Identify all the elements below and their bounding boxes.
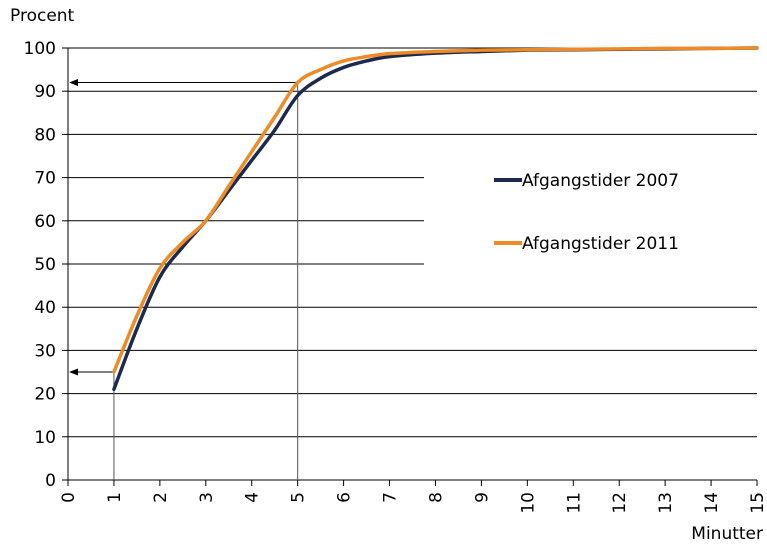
x-tick-label-13: 13 xyxy=(656,492,676,514)
x-tick-label-1: 1 xyxy=(105,492,125,503)
x-tick-label-15: 15 xyxy=(748,492,767,514)
y-tick-label-10: 10 xyxy=(34,428,56,448)
x-axis-label: Minutter xyxy=(691,524,763,544)
x-tick-label-0: 0 xyxy=(59,492,79,503)
y-tick-label-60: 60 xyxy=(34,212,56,232)
y-tick-label-80: 80 xyxy=(34,125,56,145)
x-tick-label-5: 5 xyxy=(289,492,309,503)
x-tick-label-3: 3 xyxy=(197,492,217,503)
series-line-2 xyxy=(112,46,759,374)
x-tick-label-12: 12 xyxy=(610,492,630,514)
legend-label-1: Afgangstider 2007 xyxy=(522,171,679,191)
y-tick-label-70: 70 xyxy=(34,169,56,189)
y-tick-label-0: 0 xyxy=(45,471,56,491)
y-tick-label-20: 20 xyxy=(34,385,56,405)
y-tick-label-30: 30 xyxy=(34,341,56,361)
x-tick-label-14: 14 xyxy=(702,492,722,514)
legend-label-2: Afgangstider 2011 xyxy=(522,234,679,254)
x-tick-label-10: 10 xyxy=(518,492,538,514)
y-tick-label-90: 90 xyxy=(34,82,56,102)
x-tick-label-8: 8 xyxy=(426,492,446,503)
x-tick-label-6: 6 xyxy=(335,492,355,503)
series-line-1 xyxy=(112,46,759,392)
y-tick-label-40: 40 xyxy=(34,298,56,318)
x-tick-label-7: 7 xyxy=(381,492,401,503)
y-tick-label-50: 50 xyxy=(34,255,56,275)
x-tick-label-4: 4 xyxy=(243,492,263,503)
x-tick-label-9: 9 xyxy=(472,492,492,503)
x-tick-label-11: 11 xyxy=(564,492,584,514)
y-tick-label-100: 100 xyxy=(24,39,56,59)
x-tick-label-2: 2 xyxy=(151,492,171,503)
y-axis-label: Procent xyxy=(10,6,75,26)
